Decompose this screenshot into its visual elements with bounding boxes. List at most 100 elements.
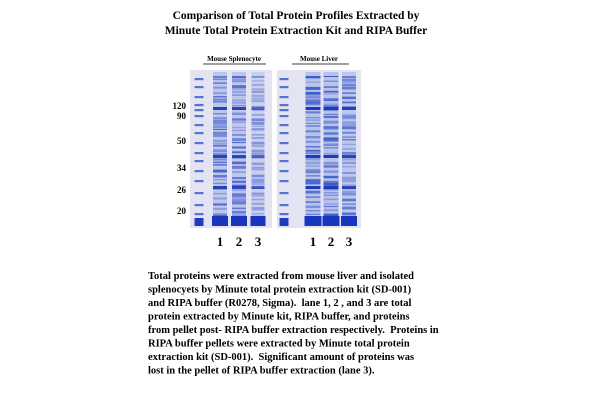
- gel-band: [305, 213, 321, 215]
- gel-band: [279, 204, 289, 207]
- gel-band: [251, 94, 265, 98]
- gel-band: [232, 118, 246, 121]
- gel-band: [251, 207, 265, 210]
- marker-label: 120: [173, 101, 187, 111]
- gel-band: [305, 76, 321, 79]
- gel-band: [251, 107, 265, 110]
- gel-band: [194, 96, 204, 99]
- gel-band: [213, 107, 227, 110]
- gel-band: [342, 159, 356, 161]
- gel-band: [323, 86, 339, 88]
- gel-band: [305, 155, 321, 158]
- gel-band: [232, 107, 246, 110]
- gel-band: [323, 175, 339, 179]
- gel-band: [194, 109, 204, 112]
- gel-band: [342, 124, 356, 127]
- gel-band: [213, 182, 227, 185]
- gel-band: [232, 87, 246, 90]
- gel-band: [323, 152, 339, 156]
- gel-band: [251, 186, 265, 189]
- gel-band: [323, 120, 339, 124]
- gel-band: [323, 100, 339, 102]
- gel-band: [194, 104, 204, 107]
- gel-band: [279, 142, 289, 145]
- gel-band: [213, 144, 227, 147]
- gel-band: [305, 161, 321, 165]
- gel-band: [251, 198, 265, 201]
- gel-band: [213, 128, 227, 130]
- gel-band: [232, 193, 246, 197]
- gel-band: [232, 165, 246, 169]
- gel-band: [342, 212, 356, 215]
- gel-band: [213, 197, 227, 200]
- gel-band: [251, 100, 265, 102]
- gel-band: [251, 169, 265, 171]
- gel-band: [342, 190, 356, 194]
- gel-band: [323, 137, 339, 141]
- gel-band: [194, 152, 204, 155]
- gel-band: [322, 216, 340, 226]
- gel-band: [213, 86, 227, 89]
- gel-band: [251, 125, 265, 127]
- gel-band: [323, 93, 339, 95]
- lane-label: 2: [236, 234, 243, 249]
- caption-line: extraction kit (SD-001). Significant amo…: [148, 352, 414, 363]
- gel-band: [194, 213, 204, 216]
- gel-band: [323, 90, 339, 93]
- gel-band: [305, 175, 321, 177]
- gel-band: [305, 86, 321, 90]
- gel-band: [305, 169, 321, 172]
- panel-label: Mouse Liver: [300, 55, 338, 63]
- gel-band: [232, 105, 246, 107]
- gel-band: [232, 129, 246, 132]
- gel-band: [342, 136, 356, 138]
- gel-band: [213, 122, 227, 125]
- gel-band: [323, 209, 339, 212]
- gel-band: [232, 78, 246, 82]
- gel-band: [194, 218, 204, 226]
- gel-band: [251, 202, 265, 205]
- gel-band: [342, 96, 356, 100]
- gel-band: [213, 179, 227, 181]
- gel-band: [213, 193, 227, 195]
- gel-band: [212, 216, 228, 226]
- gel-band: [342, 131, 356, 134]
- gel-band: [213, 76, 227, 78]
- gel-band: [251, 98, 265, 100]
- gel-band: [342, 162, 356, 164]
- lane-label: 3: [346, 234, 353, 249]
- gel-band: [232, 214, 246, 218]
- gel-band: [194, 86, 204, 89]
- gel-band: [232, 186, 246, 189]
- gel-band: [232, 99, 246, 101]
- gel-band: [323, 194, 339, 196]
- gel-band: [213, 164, 227, 166]
- gel-band: [251, 166, 265, 169]
- gel-band: [323, 107, 339, 110]
- gel-band: [323, 80, 339, 82]
- gel-band: [305, 146, 321, 148]
- gel-band: [304, 216, 322, 226]
- gel-band: [251, 213, 265, 215]
- gel-band: [251, 155, 265, 158]
- gel-band: [251, 178, 265, 182]
- gel-band: [342, 84, 356, 87]
- gel-band: [213, 153, 227, 156]
- gel-band: [323, 113, 339, 115]
- gel-band: [232, 180, 246, 184]
- gel-band: [251, 121, 265, 125]
- gel-band: [194, 115, 204, 118]
- gel-band: [342, 152, 356, 155]
- gel-band: [213, 113, 227, 115]
- gel-band: [305, 140, 321, 143]
- gel-band: [251, 88, 265, 90]
- gel-band: [342, 76, 356, 78]
- gel-band: [279, 180, 289, 183]
- gel-band: [251, 113, 265, 116]
- caption-line: RIPA buffer pellets were extracted by Mi…: [148, 339, 410, 350]
- gel-band: [323, 183, 339, 186]
- gel-band: [251, 141, 265, 145]
- gel-band: [342, 184, 356, 186]
- gel-band: [342, 198, 356, 202]
- gel-band: [323, 213, 339, 217]
